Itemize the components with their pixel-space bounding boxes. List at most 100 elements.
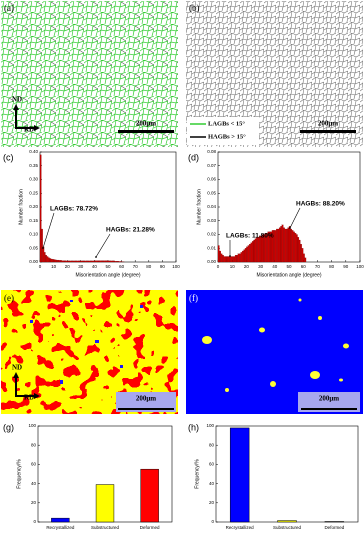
y-axis-label: Number fraction	[18, 189, 24, 225]
bar	[237, 253, 240, 263]
bar	[290, 228, 292, 263]
bar	[68, 260, 71, 263]
bar	[83, 260, 85, 263]
annotation: LAGBs: 78.72%	[50, 206, 98, 213]
bar	[284, 228, 287, 263]
bar	[240, 252, 243, 263]
bar	[294, 233, 297, 263]
annotation: HAGBs: 88.20%	[296, 201, 345, 208]
bar	[117, 261, 119, 263]
x-axis-label: Misorientation angle (degree)	[75, 272, 140, 278]
bar	[296, 234, 298, 263]
y-tick-label: 0.00	[207, 259, 216, 264]
bar	[277, 520, 297, 523]
bar	[48, 257, 50, 263]
y-tick-label: 0.30	[29, 177, 38, 182]
y-tick-label: 40	[209, 481, 215, 486]
y-tick-label: 40	[31, 481, 37, 486]
bar	[288, 226, 291, 263]
bar	[118, 261, 121, 263]
y-tick-label: 0.04	[207, 204, 216, 209]
y-tick-label: 0.06	[207, 177, 216, 182]
bar	[251, 241, 254, 263]
x-tick-label: 70	[315, 264, 321, 269]
bar	[281, 224, 284, 263]
scale-bar	[118, 130, 174, 133]
arrow-heads	[13, 104, 40, 131]
x-tick-label: 60	[119, 264, 125, 269]
y-tick-label: 80	[31, 442, 37, 447]
bar	[86, 260, 88, 263]
scale-bar	[301, 408, 357, 410]
bar	[80, 260, 83, 263]
bar	[69, 260, 72, 263]
bar	[95, 260, 98, 263]
bar	[283, 227, 285, 263]
y-axis-label: Frequency/%	[194, 459, 200, 489]
bar	[103, 260, 106, 263]
y-tick-label: 0.35	[29, 163, 38, 168]
bar	[300, 244, 302, 263]
bar	[97, 260, 99, 263]
legend-label: LAGBs < 15°	[208, 120, 245, 127]
bar	[277, 228, 280, 263]
x-tick-label: 40	[92, 264, 98, 269]
bar	[304, 257, 307, 263]
scale-label: 200μm	[319, 395, 339, 403]
bar	[276, 228, 278, 263]
x-tick-label: 30	[258, 264, 264, 269]
bar	[72, 260, 75, 263]
annotation-arrow	[289, 207, 301, 229]
annotation-head	[95, 256, 97, 258]
x-tick-label: 80	[146, 264, 152, 269]
bar	[278, 227, 281, 263]
scale-box	[298, 392, 360, 412]
bar	[114, 261, 117, 263]
bar	[42, 246, 45, 263]
scale-label: 200μm	[136, 120, 156, 128]
bar	[220, 253, 223, 263]
y-tick-label: 80	[209, 442, 215, 447]
bar	[253, 239, 256, 263]
bar	[88, 260, 91, 263]
charts: 0.00 0.05 0.10 0.15 0.20 0.25 0.30 0.35 0.40 Numb…	[3, 149, 364, 530]
bar	[50, 258, 53, 263]
bar	[75, 260, 77, 263]
bar	[217, 245, 220, 263]
y-tick-label: 0.15	[29, 218, 38, 223]
y-axis-label: Number fraction	[196, 189, 202, 225]
y-axis-label: Frequency/%	[16, 459, 22, 489]
bar	[293, 231, 295, 263]
x-tick-label: 0	[217, 264, 220, 269]
bar	[301, 248, 304, 263]
bar	[243, 249, 246, 263]
bar	[219, 250, 221, 263]
x-tick-label: 100	[356, 264, 364, 269]
y-tick-label: 20	[209, 500, 215, 505]
bar	[257, 237, 260, 263]
x-tick-label: 20	[65, 264, 71, 269]
panel-label: (g)	[3, 422, 14, 432]
bar	[63, 260, 65, 263]
bar	[94, 260, 96, 263]
scale-box	[116, 392, 176, 412]
bar	[223, 256, 226, 263]
panel-label: (f)	[189, 293, 198, 303]
bar	[233, 256, 236, 263]
y-tick-label: 20	[31, 500, 37, 505]
bar	[111, 260, 114, 263]
blue-grains	[30, 300, 143, 384]
bar	[298, 239, 301, 263]
y-tick-label: 0.05	[29, 245, 38, 250]
bar	[41, 228, 43, 263]
bar	[46, 256, 49, 263]
bar	[60, 260, 62, 263]
bar	[229, 256, 231, 263]
x-tick-label: Substructured	[91, 525, 120, 530]
x-tick-label: 0	[39, 264, 42, 269]
bar	[56, 259, 58, 263]
x-tick-label: Substructured	[273, 525, 302, 530]
y-tick-label: 0.25	[29, 190, 38, 195]
annotation-head	[42, 247, 44, 249]
arrow-heads	[13, 372, 40, 399]
